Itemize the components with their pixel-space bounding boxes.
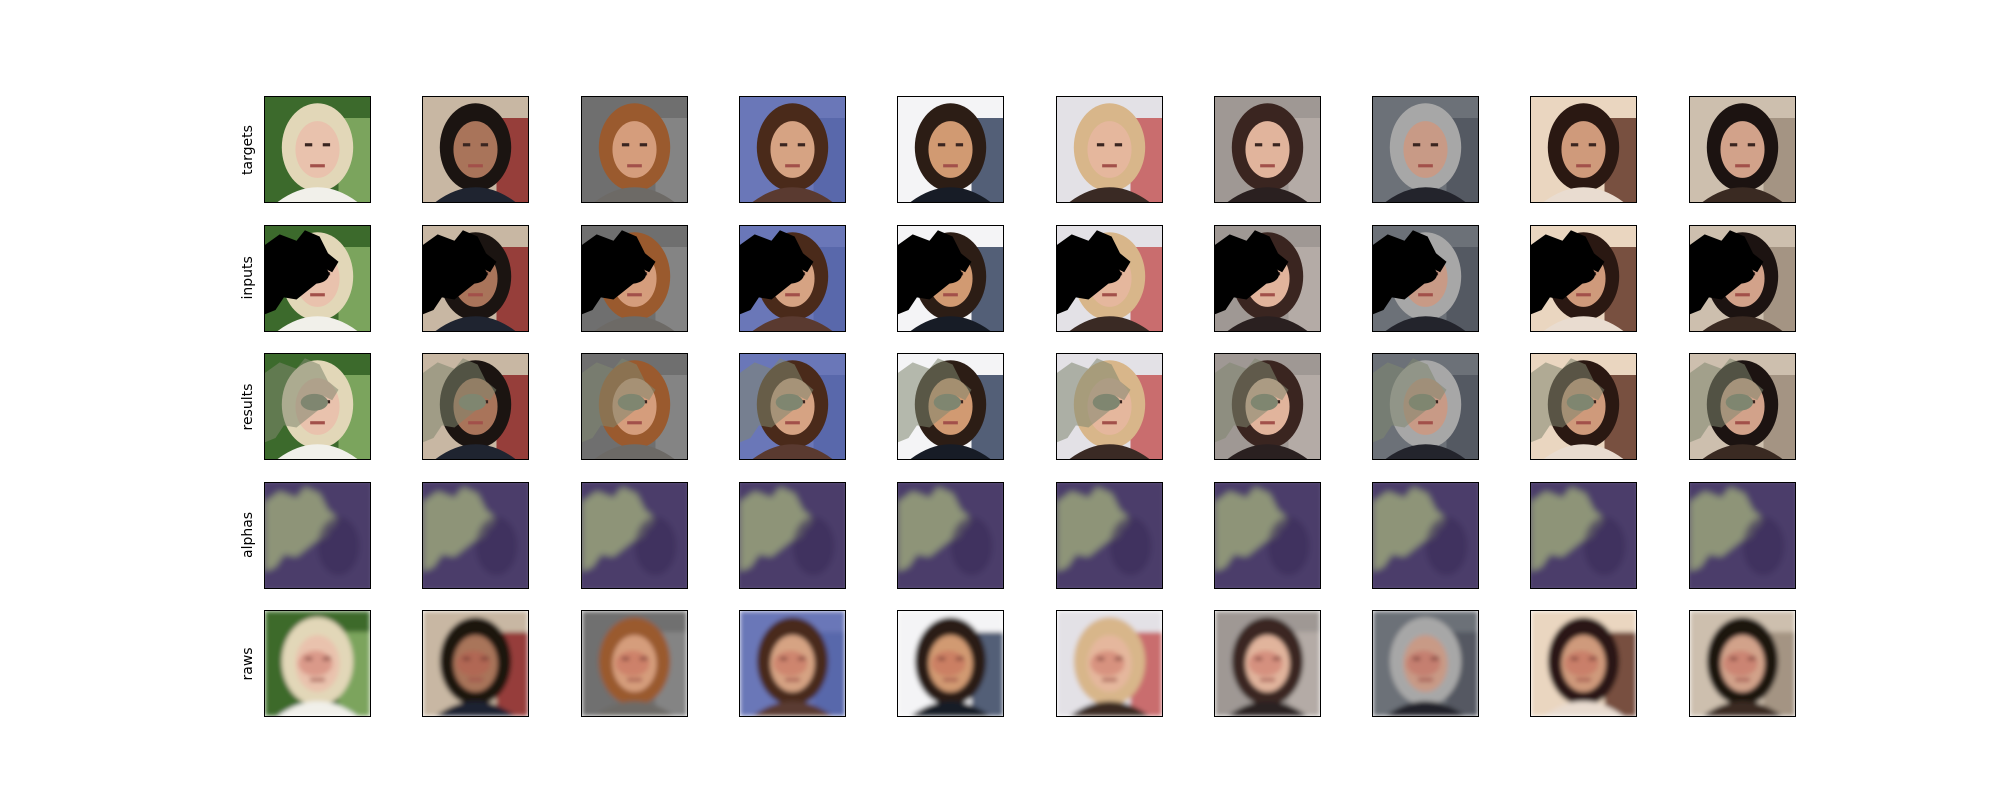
inputs-image-5 [897, 224, 1005, 332]
raws-image-1 [264, 610, 371, 717]
results-image-8 [1372, 353, 1480, 460]
raws-image-10 [1688, 610, 1796, 717]
results-image-6 [1055, 353, 1163, 460]
row-label-alphas: alphas [240, 511, 256, 558]
results-image-5 [897, 353, 1005, 460]
raws-image-2 [422, 610, 530, 717]
alphas-image-8 [1372, 481, 1480, 589]
raws-image-6 [1055, 610, 1163, 717]
inputs-image-6 [1055, 224, 1163, 332]
row-label-inputs: inputs [240, 256, 256, 300]
inputs-image-4 [738, 224, 846, 332]
targets-image-5 [897, 96, 1005, 203]
targets-image-1 [264, 96, 371, 203]
inputs-image-2 [422, 224, 530, 332]
row-label-results: results [240, 383, 256, 430]
alphas-image-1 [264, 481, 371, 589]
inputs-image-3 [580, 224, 688, 332]
raws-image-7 [1213, 610, 1321, 717]
alphas-image-9 [1530, 481, 1638, 589]
row-label-raws: raws [240, 646, 256, 680]
alphas-image-7 [1213, 481, 1321, 589]
targets-image-7 [1213, 96, 1321, 203]
targets-image-4 [738, 96, 846, 203]
targets-image-6 [1055, 96, 1163, 203]
alphas-image-10 [1688, 481, 1796, 589]
raws-image-5 [897, 610, 1005, 717]
targets-image-10 [1688, 96, 1796, 203]
raws-image-8 [1372, 610, 1480, 717]
targets-image-2 [422, 96, 530, 203]
results-image-10 [1688, 353, 1796, 460]
raws-image-3 [580, 610, 688, 717]
targets-image-8 [1372, 96, 1480, 203]
raws-image-9 [1530, 610, 1638, 717]
inputs-image-8 [1372, 224, 1480, 332]
alphas-image-3 [580, 481, 688, 589]
inputs-image-9 [1530, 224, 1638, 332]
targets-image-3 [580, 96, 688, 203]
inputs-image-7 [1213, 224, 1321, 332]
results-image-7 [1213, 353, 1321, 460]
results-image-3 [580, 353, 688, 460]
alphas-image-2 [422, 481, 530, 589]
inputs-image-10 [1688, 224, 1796, 332]
results-image-1 [264, 353, 371, 460]
raws-image-4 [738, 610, 846, 717]
row-label-targets: targets [240, 124, 256, 175]
inputs-image-1 [264, 224, 371, 332]
results-image-9 [1530, 353, 1638, 460]
results-image-2 [422, 353, 530, 460]
alphas-image-6 [1055, 481, 1163, 589]
alphas-image-5 [897, 481, 1005, 589]
targets-image-9 [1530, 96, 1638, 203]
results-image-4 [738, 353, 846, 460]
alphas-image-4 [738, 481, 846, 589]
